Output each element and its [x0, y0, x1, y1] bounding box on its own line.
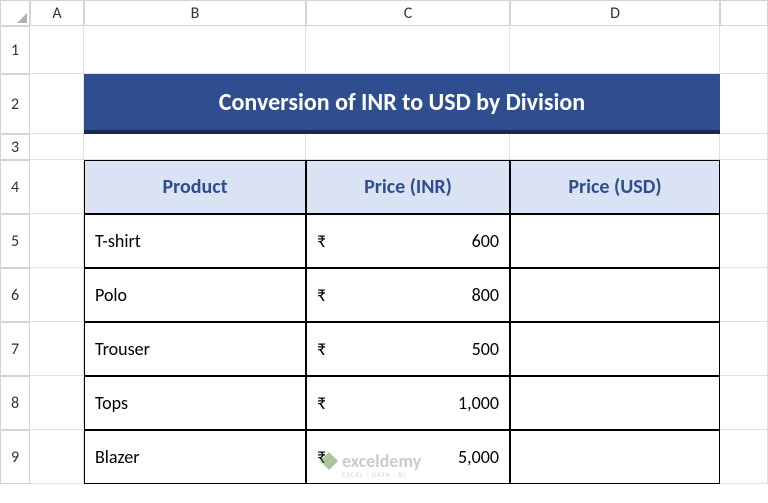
cell-a3[interactable]: [30, 134, 84, 160]
row-header-4[interactable]: 4: [0, 160, 30, 214]
cell-a9[interactable]: [30, 430, 84, 484]
currency-symbol: ₹: [317, 230, 326, 252]
product-price-inr-3[interactable]: ₹ 1,000: [306, 376, 510, 430]
col-header-blank[interactable]: [720, 0, 768, 26]
product-name-0[interactable]: T-shirt: [84, 214, 306, 268]
product-name-4[interactable]: Blazer: [84, 430, 306, 484]
row-header-2[interactable]: 2: [0, 74, 30, 134]
cell-a5[interactable]: [30, 214, 84, 268]
price-value: 5,000: [458, 446, 499, 468]
product-price-usd-2[interactable]: [510, 322, 720, 376]
row-header-8[interactable]: 8: [0, 376, 30, 430]
cell-a6[interactable]: [30, 268, 84, 322]
cell-e5[interactable]: [720, 214, 768, 268]
select-all-corner[interactable]: [0, 0, 30, 26]
cell-a4[interactable]: [30, 160, 84, 214]
product-price-usd-0[interactable]: [510, 214, 720, 268]
cell-d1[interactable]: [510, 26, 720, 74]
product-price-usd-4[interactable]: [510, 430, 720, 484]
product-price-inr-1[interactable]: ₹ 800: [306, 268, 510, 322]
product-name-2[interactable]: Trouser: [84, 322, 306, 376]
product-price-inr-4[interactable]: ₹ 5,000: [306, 430, 510, 484]
cell-d3[interactable]: [510, 134, 720, 160]
cell-e2[interactable]: [720, 74, 768, 134]
cell-a1[interactable]: [30, 26, 84, 74]
cell-b3[interactable]: [84, 134, 306, 160]
cell-e7[interactable]: [720, 322, 768, 376]
product-price-usd-1[interactable]: [510, 268, 720, 322]
cell-a7[interactable]: [30, 322, 84, 376]
cell-e6[interactable]: [720, 268, 768, 322]
row-header-5[interactable]: 5: [0, 214, 30, 268]
cell-a8[interactable]: [30, 376, 84, 430]
cell-e3[interactable]: [720, 134, 768, 160]
currency-symbol: ₹: [317, 392, 326, 414]
price-value: 1,000: [458, 392, 499, 414]
price-value: 600: [472, 230, 499, 252]
spreadsheet-grid: A B C D 1 2 Conversion of INR to USD by …: [0, 0, 768, 484]
row-header-9[interactable]: 9: [0, 430, 30, 484]
row-header-6[interactable]: 6: [0, 268, 30, 322]
product-price-usd-3[interactable]: [510, 376, 720, 430]
cell-a2[interactable]: [30, 74, 84, 134]
col-header-d[interactable]: D: [510, 0, 720, 26]
cell-e4[interactable]: [720, 160, 768, 214]
product-price-inr-0[interactable]: ₹ 600: [306, 214, 510, 268]
product-price-inr-2[interactable]: ₹ 500: [306, 322, 510, 376]
product-name-1[interactable]: Polo: [84, 268, 306, 322]
cell-b1[interactable]: [84, 26, 306, 74]
currency-symbol: ₹: [317, 284, 326, 306]
cell-c1[interactable]: [306, 26, 510, 74]
row-header-7[interactable]: 7: [0, 322, 30, 376]
col-header-c[interactable]: C: [306, 0, 510, 26]
table-header-price-inr[interactable]: Price (INR): [306, 160, 510, 214]
cell-c3[interactable]: [306, 134, 510, 160]
currency-symbol: ₹: [317, 338, 326, 360]
price-value: 500: [472, 338, 499, 360]
row-header-3[interactable]: 3: [0, 134, 30, 160]
currency-symbol: ₹: [317, 446, 326, 468]
table-header-price-usd[interactable]: Price (USD): [510, 160, 720, 214]
cell-e1[interactable]: [720, 26, 768, 74]
table-header-product[interactable]: Product: [84, 160, 306, 214]
cell-e8[interactable]: [720, 376, 768, 430]
title-merged-cell[interactable]: Conversion of INR to USD by Division: [84, 74, 720, 134]
row-header-1[interactable]: 1: [0, 26, 30, 74]
price-value: 800: [472, 284, 499, 306]
col-header-b[interactable]: B: [84, 0, 306, 26]
cell-e9[interactable]: [720, 430, 768, 484]
product-name-3[interactable]: Tops: [84, 376, 306, 430]
col-header-a[interactable]: A: [30, 0, 84, 26]
